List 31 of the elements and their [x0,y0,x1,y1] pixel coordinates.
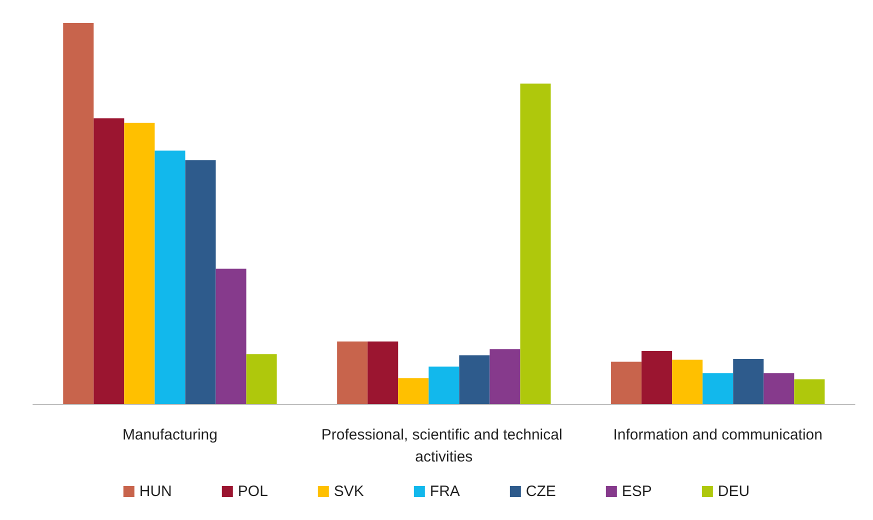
bar [398,378,429,404]
bar [490,349,520,404]
bar [63,23,94,404]
bar [794,379,825,404]
x-tick-label: Manufacturing [122,426,218,444]
bar [764,373,794,404]
legend-label: SVK [334,483,364,500]
bar [154,150,186,404]
bar [185,160,216,404]
legend-label: CZE [526,483,556,500]
bar [702,373,734,404]
bar [216,268,246,404]
x-tick-label: Professional, scientific and technical activities [321,426,566,466]
legend-label: DEU [718,483,750,500]
bar [94,118,124,404]
bar [672,360,703,404]
bar [459,355,490,404]
bar [642,351,672,404]
bar [246,354,277,404]
bar [611,362,642,404]
bar [368,342,398,404]
x-tick-label: Information and communication [613,426,822,444]
bar [428,366,460,404]
legend-label: POL [238,483,268,500]
bar [124,122,155,404]
legend-label: FRA [430,483,460,500]
legend-label: ESP [622,483,652,500]
legend-label: HUN [139,483,172,500]
bar [520,84,551,404]
bar [733,359,764,404]
bar [337,342,368,404]
